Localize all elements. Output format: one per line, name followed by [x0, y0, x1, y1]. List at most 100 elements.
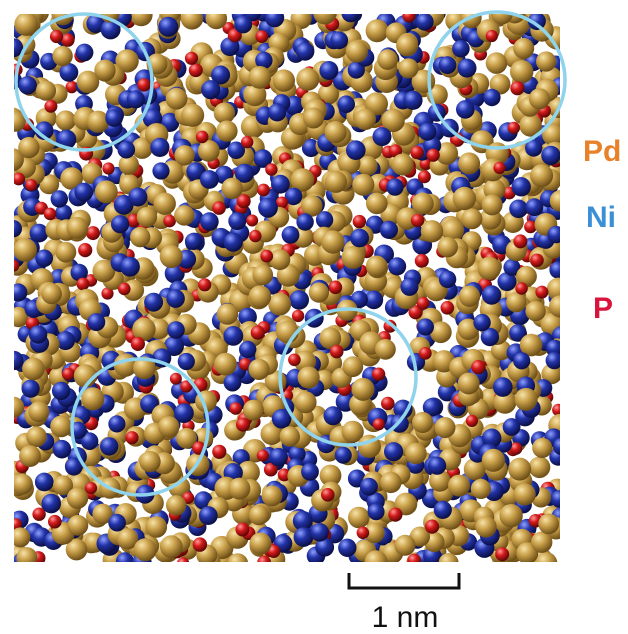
p-atom — [402, 14, 416, 23]
pd-atom — [516, 265, 537, 287]
ni-atom — [372, 127, 392, 147]
ni-atom — [120, 256, 140, 277]
highlight-circle — [70, 357, 210, 497]
p-atom — [515, 282, 528, 295]
pd-atom — [341, 420, 364, 443]
pd-atom — [216, 303, 239, 325]
ni-atom — [293, 527, 314, 547]
scale-bar — [347, 573, 461, 590]
ni-atom — [315, 537, 335, 557]
ni-atom — [483, 88, 501, 107]
highlight-circle — [427, 10, 567, 150]
p-atom — [493, 161, 506, 174]
ni-atom — [509, 199, 528, 219]
p-atom — [235, 522, 250, 537]
ni-atom — [80, 432, 99, 451]
pd-atom — [381, 108, 405, 133]
p-atom — [485, 29, 498, 43]
pd-atom — [506, 292, 527, 313]
pd-atom — [248, 66, 272, 89]
p-atom — [328, 280, 343, 295]
pd-atom — [272, 69, 295, 92]
pd-atom — [174, 145, 195, 166]
ni-atom — [384, 442, 404, 462]
ni-atom — [509, 324, 527, 342]
pd-atom — [279, 426, 300, 447]
ni-atom — [56, 129, 77, 150]
ni-atom — [418, 122, 437, 141]
ni-atom — [223, 373, 242, 392]
pd-atom — [321, 230, 345, 254]
pd-atom — [528, 88, 551, 110]
p-atom — [86, 226, 100, 241]
pd-atom — [377, 49, 398, 70]
pd-atom — [380, 471, 402, 494]
ni-atom — [480, 327, 500, 347]
pd-atom — [364, 550, 388, 562]
ni-atom — [271, 409, 292, 429]
p-atom — [510, 81, 525, 96]
pd-atom — [341, 245, 365, 269]
ni-atom — [200, 170, 219, 189]
pd-atom — [174, 205, 195, 226]
ni-atom — [64, 457, 83, 476]
p-atom — [440, 301, 455, 315]
ni-atom — [502, 418, 521, 436]
p-atom — [381, 396, 395, 411]
p-atom — [48, 514, 62, 529]
pd-atom — [317, 83, 340, 105]
p-atom — [257, 555, 271, 562]
pd-atom — [166, 495, 187, 516]
p-atom — [212, 444, 227, 459]
pd-atom — [508, 457, 532, 481]
p-atom — [410, 145, 424, 160]
ni-atom — [164, 336, 184, 356]
pd-atom — [491, 340, 512, 361]
pd-atom — [41, 283, 62, 305]
ni-atom — [337, 95, 356, 113]
ni-atom — [56, 331, 75, 351]
pd-atom — [405, 442, 427, 465]
pd-atom — [261, 485, 283, 507]
pd-atom — [19, 445, 41, 467]
pd-atom — [115, 49, 139, 73]
pd-atom — [319, 464, 342, 487]
p-atom — [125, 431, 139, 445]
ni-atom — [497, 272, 517, 292]
pd-atom — [180, 14, 204, 30]
pd-atom — [228, 477, 251, 500]
pd-atom — [530, 164, 554, 188]
pd-atom — [528, 456, 551, 479]
pd-atom — [448, 474, 470, 497]
ni-atom — [503, 258, 521, 276]
ni-atom — [126, 90, 145, 109]
pd-atom — [26, 426, 47, 448]
pd-atom — [66, 487, 89, 509]
pd-atom — [249, 532, 272, 555]
ni-atom — [315, 211, 334, 229]
pd-atom — [412, 411, 434, 434]
ni-atom — [310, 523, 330, 542]
ni-atom — [288, 445, 306, 463]
ni-atom — [346, 140, 366, 160]
ni-atom — [552, 437, 560, 456]
ni-atom — [550, 490, 560, 508]
ni-atom — [400, 277, 419, 296]
ni-atom — [234, 15, 253, 34]
pd-atom — [14, 473, 33, 495]
ni-atom — [493, 377, 513, 397]
ni-atom — [525, 139, 543, 157]
p-atom — [389, 144, 403, 158]
pd-atom — [205, 14, 228, 30]
ni-atom — [158, 16, 179, 37]
ni-atom — [481, 285, 502, 305]
pd-atom — [510, 59, 534, 84]
p-atom — [329, 344, 344, 359]
ni-atom — [319, 61, 339, 80]
ni-atom — [115, 552, 134, 562]
scale-bar-label: 1 nm — [371, 601, 439, 634]
pd-atom — [475, 516, 497, 538]
pd-atom — [546, 277, 560, 301]
ni-atom — [177, 352, 195, 371]
pd-atom — [22, 357, 45, 381]
